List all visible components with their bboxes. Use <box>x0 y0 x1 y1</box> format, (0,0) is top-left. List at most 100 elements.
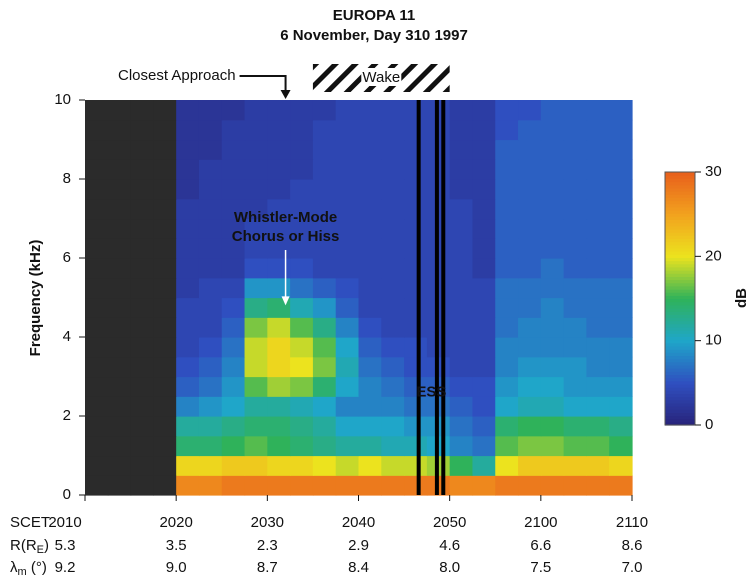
spectrogram-cell <box>495 297 519 318</box>
colorbar-segment <box>665 200 695 205</box>
colorbar-segment <box>665 387 695 391</box>
row-value: 2.3 <box>257 537 278 554</box>
colorbar-segment <box>665 402 695 407</box>
spectrogram-cell <box>221 100 246 121</box>
arrow-head <box>280 90 291 99</box>
spectrogram-cell <box>540 416 565 437</box>
spectrogram-cell <box>312 218 337 239</box>
spectrogram-cell <box>358 455 382 476</box>
spectrogram-cell <box>221 337 246 358</box>
spectrogram-cell <box>449 435 474 457</box>
x-axis-label: SCET <box>10 514 50 531</box>
data-gap <box>130 317 154 338</box>
spectrogram-cell <box>495 159 519 180</box>
spectrogram-cell <box>221 297 246 318</box>
data-gap <box>85 119 109 141</box>
data-gap <box>85 238 109 259</box>
spectrogram-cell <box>563 337 588 358</box>
spectrogram-cell <box>540 455 565 476</box>
spectrogram-cell <box>221 277 246 299</box>
colorbar-segment <box>665 371 695 375</box>
spectrogram-cell <box>198 100 223 121</box>
colorbar-segment <box>665 352 695 357</box>
data-gap <box>130 337 154 358</box>
spectrogram-cell <box>221 198 246 220</box>
data-gap <box>130 198 154 220</box>
spectrogram-cell <box>381 376 405 397</box>
spectrogram-cell <box>176 218 200 239</box>
colorbar-segment <box>665 409 695 413</box>
data-gap <box>107 139 132 160</box>
spectrogram-cell <box>290 198 314 220</box>
spectrogram-cell <box>449 258 474 279</box>
spectrogram-cell <box>381 475 405 496</box>
spectrogram-cell <box>609 218 633 239</box>
colorbar-segment <box>665 222 695 227</box>
spectrogram-cell <box>290 337 314 358</box>
spectrogram-cell <box>358 277 382 299</box>
colorbar-segment <box>665 232 695 236</box>
spectrogram-cell <box>244 139 268 160</box>
spectrogram-cell <box>609 179 633 200</box>
data-gap <box>85 198 109 220</box>
colorbar-segment <box>665 197 695 202</box>
spectrogram-cell <box>563 159 588 180</box>
data-gap <box>107 337 132 358</box>
spectrogram-cell <box>358 376 382 397</box>
row-label: λm (°) <box>10 559 47 578</box>
spectrogram-cell <box>335 198 360 220</box>
colorbar-label: dB <box>733 288 748 308</box>
spectrogram-cell <box>495 337 519 358</box>
spectrogram-cell <box>198 475 223 496</box>
spectrogram-cell <box>563 317 588 338</box>
row-value: 4.6 <box>439 537 460 554</box>
spectrogram-cell <box>586 238 610 259</box>
spectrogram-cell <box>381 100 405 121</box>
spectrogram-cell <box>381 238 405 259</box>
spectrogram-cell <box>449 356 474 378</box>
spectrogram-cell <box>518 317 542 338</box>
colorbar-tick-label: 30 <box>705 163 722 180</box>
spectrogram-cell <box>290 297 314 318</box>
spectrogram-cell <box>221 179 246 200</box>
spectrogram-cell <box>404 356 428 378</box>
spectrogram-cell <box>176 435 200 457</box>
row-value: 9.2 <box>55 559 76 576</box>
spectrogram-cell <box>312 297 337 318</box>
spectrogram-cell <box>404 139 428 160</box>
data-gap <box>85 317 109 338</box>
colorbar-segment <box>665 254 695 258</box>
spectrogram-cell <box>267 317 291 338</box>
spectrogram-cell <box>472 159 496 180</box>
spectrogram-cell <box>518 159 542 180</box>
spectrogram-cell <box>267 119 291 141</box>
data-gap <box>130 218 154 239</box>
spectrogram-cell <box>290 258 314 279</box>
data-gap <box>130 356 154 378</box>
spectrogram-cell <box>312 416 337 437</box>
x-tick-label: 2110 <box>616 514 648 531</box>
spectrogram-cell <box>518 198 542 220</box>
spectrogram-cell <box>176 416 200 437</box>
spectrogram-cell <box>586 119 610 141</box>
y-tick-label: 4 <box>63 328 71 345</box>
row-label-sub: m <box>18 566 27 578</box>
colorbar-segment <box>665 342 695 347</box>
spectrogram-cell <box>381 317 405 338</box>
spectrogram-cell <box>518 297 542 318</box>
spectrogram-cell <box>358 356 382 378</box>
y-tick-label: 2 <box>63 407 71 424</box>
spectrogram-cell <box>472 179 496 200</box>
spectrogram-cell <box>312 455 337 476</box>
spectrogram-cell <box>335 179 360 200</box>
spectrogram-cell <box>609 416 633 437</box>
spectrogram-cell <box>518 337 542 358</box>
spectrogram-cell <box>221 376 246 397</box>
spectrogram-cell <box>404 277 428 299</box>
spectrogram-cell <box>609 435 633 457</box>
spectrogram-cell <box>221 238 246 259</box>
colorbar-segment <box>665 339 695 344</box>
spectrogram-cell <box>518 435 542 457</box>
spectrogram-cell <box>290 317 314 338</box>
data-gap <box>85 159 109 180</box>
